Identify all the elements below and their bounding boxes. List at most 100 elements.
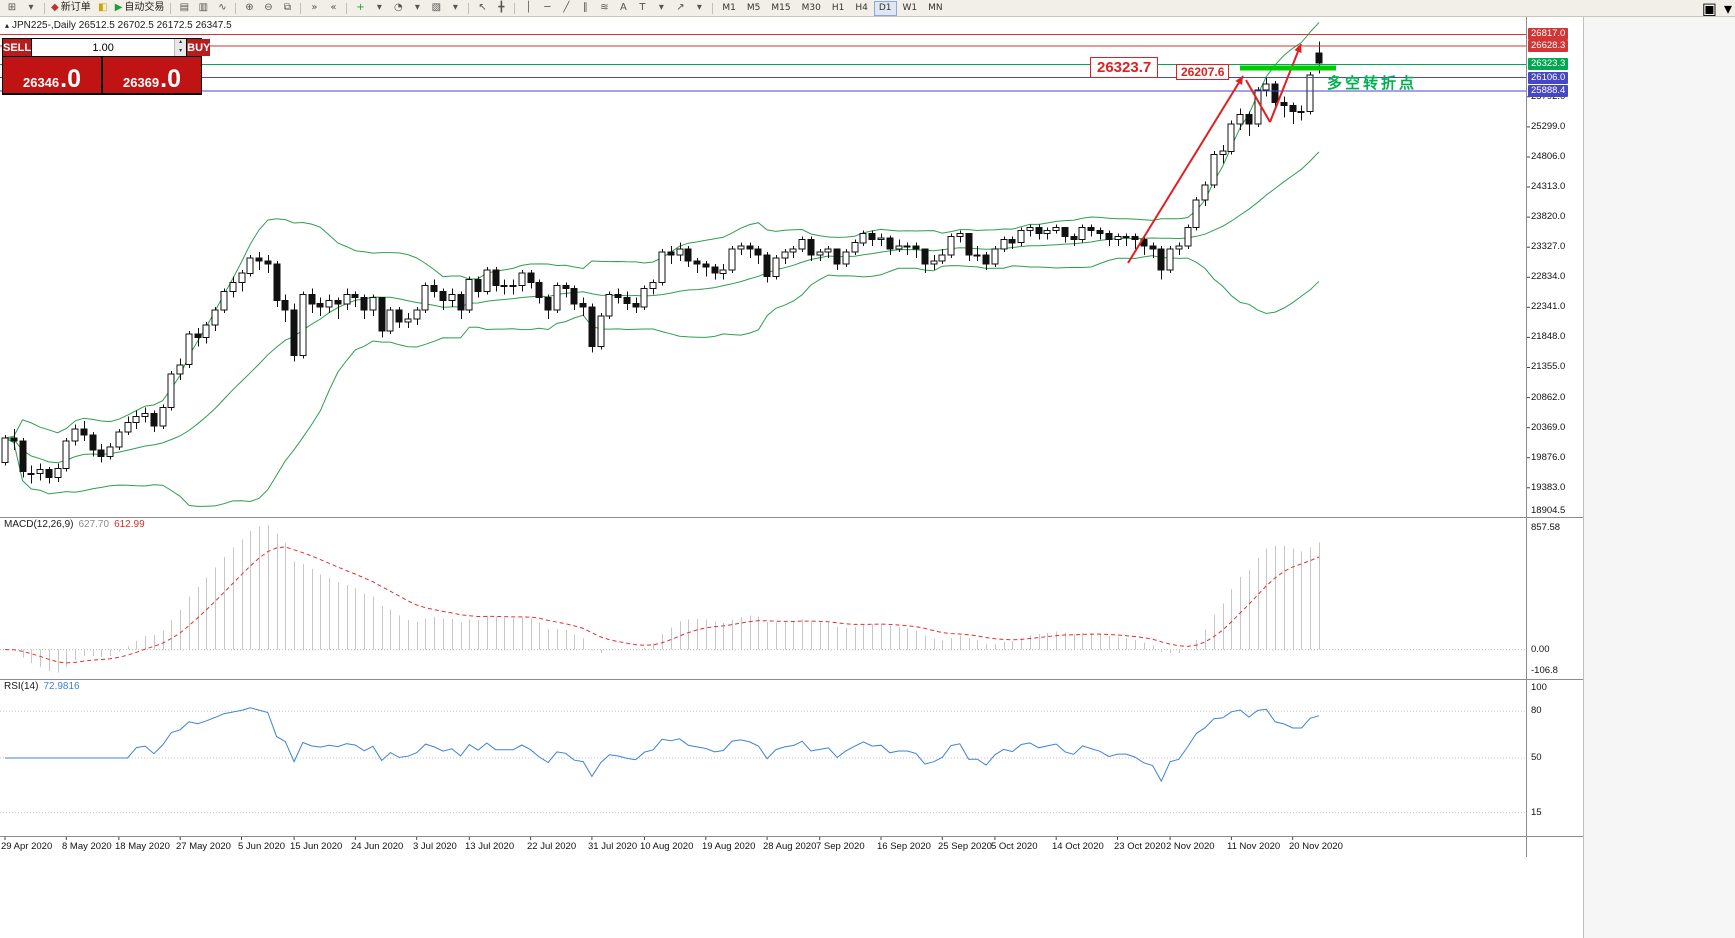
axis-ticks: [4, 96, 1530, 840]
price-axis-border[interactable]: [1526, 16, 1527, 857]
periods-dropdown-button[interactable]: ▾: [408, 1, 426, 15]
indicator-plots: [0, 525, 1526, 814]
templates-button[interactable]: ▧: [427, 1, 445, 15]
toolbar-separator: [468, 2, 470, 14]
trendline-icon: ╱: [563, 2, 570, 13]
candles: [1, 41, 1323, 484]
chart-shift-button[interactable]: «: [324, 1, 342, 15]
trade-panel-divider: [101, 57, 103, 93]
toolbar-separator: [235, 2, 237, 14]
pane-separator-rsi[interactable]: [0, 679, 1583, 680]
vertical-line-button[interactable]: │: [519, 1, 537, 15]
new-order-button[interactable]: ◆ 新订单: [49, 1, 93, 15]
timeframe-h1-button[interactable]: H1: [831, 3, 845, 13]
toolbar-separator: [346, 2, 348, 14]
text-icon: A: [619, 2, 627, 13]
toolbar-separator: [44, 2, 45, 14]
zoom-in-icon: ⊕: [245, 2, 254, 13]
chart-bars-button[interactable]: ▤: [175, 1, 193, 15]
text-button[interactable]: A: [614, 1, 632, 15]
periods-button[interactable]: ◔: [389, 1, 407, 15]
sell-price-main: 26346: [22, 75, 60, 90]
indicators-dropdown-icon: ▾: [376, 2, 382, 13]
sell-button[interactable]: SELL: [3, 39, 32, 56]
volume-increase-button[interactable]: ▴: [179, 39, 183, 45]
crosshair-button[interactable]: ╋: [492, 1, 510, 15]
new-chart-button[interactable]: ⊞: [3, 1, 21, 15]
symbol-period-label: JPN225-,Daily: [12, 20, 76, 31]
toolbar-customize-button[interactable]: ▣: [1701, 0, 1717, 17]
timeframe-m1-button[interactable]: M1: [722, 3, 736, 13]
timeframe-w1-button[interactable]: W1: [902, 3, 918, 13]
pane-separator-macd[interactable]: [0, 517, 1583, 518]
crosshair-icon: ╋: [498, 2, 505, 13]
chart-candles-icon: ▥: [198, 2, 209, 13]
timeframe-m15-button[interactable]: M15: [771, 3, 791, 13]
timeframe-m5-button[interactable]: M5: [746, 3, 761, 13]
zoom-in-button[interactable]: ⊕: [240, 1, 258, 15]
macd-indicator-label: MACD(12,26,9) 627.70 612.99: [4, 519, 145, 530]
objects-dropdown-button[interactable]: ▾: [652, 1, 670, 15]
cursor-button[interactable]: ↖: [473, 1, 491, 15]
sell-price-frac: .0: [60, 65, 81, 93]
algo-trading-button[interactable]: ▶ 自动交易: [113, 1, 167, 15]
templates-icon: ▧: [431, 2, 442, 13]
fibonacci-button[interactable]: ≋: [595, 1, 613, 15]
horizontal-level-lines[interactable]: [0, 33, 1526, 92]
new-chart-dropdown-icon: ▾: [28, 2, 34, 13]
horizontal-line-icon: ─: [544, 2, 551, 13]
auto-scroll-icon: »: [311, 2, 318, 13]
rsi-indicator-label: RSI(14) 72.9816: [4, 681, 80, 692]
timeframe-mn-button[interactable]: MN: [928, 3, 943, 13]
macd-signal-value: 612.99: [114, 519, 145, 530]
price-annotation-box-26207[interactable]: 26207.6: [1176, 64, 1230, 80]
macd-name: MACD(12,26,9): [4, 519, 74, 530]
buy-price-main: 26369: [122, 75, 160, 90]
buy-price-button[interactable]: 26369 .0: [103, 57, 201, 93]
toolbar-more-button[interactable]: ▾: [1723, 0, 1733, 17]
horizontal-line-button[interactable]: ─: [538, 1, 556, 15]
buy-button[interactable]: BUY: [187, 39, 211, 56]
arrows-tool-button[interactable]: ↗: [671, 1, 689, 15]
price-annotation-box-26323[interactable]: 26323.7: [1090, 57, 1159, 78]
metaeditor-icon: ◧: [97, 2, 108, 13]
timeframe-d1-button[interactable]: D1: [873, 0, 897, 16]
toolbar: ⊞ ▾ ◆ 新订单 ◧ ▶ 自动交易 ▤ ▥ ∿ ⊕ ⊖ ⧉ » « + ▾ ◔ ▾ ▧ ▾ ↖ ╋ │ ─ ╱ ∥ ≋ A T ▾ ↗ ▾ M1…: [0, 0, 1735, 17]
algo-trading-label: 自动交易: [124, 2, 165, 13]
equidistant-channel-button[interactable]: ∥: [576, 1, 594, 15]
chart-line-button[interactable]: ∿: [213, 1, 231, 15]
timeframe-h4-button[interactable]: H4: [855, 3, 868, 13]
chart-canvas[interactable]: [0, 0, 1583, 938]
trade-panel-price-row: 26346 .0 26369 .0: [3, 57, 201, 93]
templates-dropdown-icon: ▾: [452, 2, 458, 13]
zoom-out-button[interactable]: ⊖: [259, 1, 277, 15]
chart-title: ▴ JPN225-,Daily 26512.5 26702.5 26172.5 2…: [5, 20, 232, 31]
trendline-button[interactable]: ╱: [557, 1, 575, 15]
chart-shift-icon: «: [330, 2, 337, 13]
turning-point-annotation-text[interactable]: 多空转折点: [1327, 74, 1418, 92]
tile-windows-button[interactable]: ⧉: [278, 1, 296, 15]
sell-price-button[interactable]: 26346 .0: [3, 57, 101, 93]
toolbar-separator: [712, 2, 714, 14]
equidistant-channel-icon: ∥: [582, 2, 588, 13]
vertical-line-icon: │: [525, 2, 532, 13]
toolbar-right-group: ▣ ▾: [1700, 0, 1735, 17]
arrows-dropdown-icon: ▾: [696, 2, 702, 13]
metaeditor-button[interactable]: ◧: [94, 1, 112, 15]
volume-input[interactable]: [32, 39, 175, 56]
templates-dropdown-button[interactable]: ▾: [446, 1, 464, 15]
indicators-dropdown-button[interactable]: ▾: [370, 1, 388, 15]
buy-price-frac: .0: [160, 65, 181, 93]
timeframe-m30-button[interactable]: M30: [801, 3, 821, 13]
chart-line-icon: ∿: [218, 2, 227, 13]
text-label-button[interactable]: T: [633, 1, 651, 15]
chart-candles-button[interactable]: ▥: [194, 1, 212, 15]
time-axis-separator: [0, 836, 1583, 837]
volume-decrease-button[interactable]: ▾: [179, 47, 183, 54]
auto-scroll-button[interactable]: »: [305, 1, 323, 15]
arrows-dropdown-button[interactable]: ▾: [690, 1, 708, 15]
new-chart-dropdown-button[interactable]: ▾: [22, 1, 40, 15]
drawn-objects[interactable]: [1127, 43, 1336, 264]
indicators-button[interactable]: +: [351, 1, 369, 15]
